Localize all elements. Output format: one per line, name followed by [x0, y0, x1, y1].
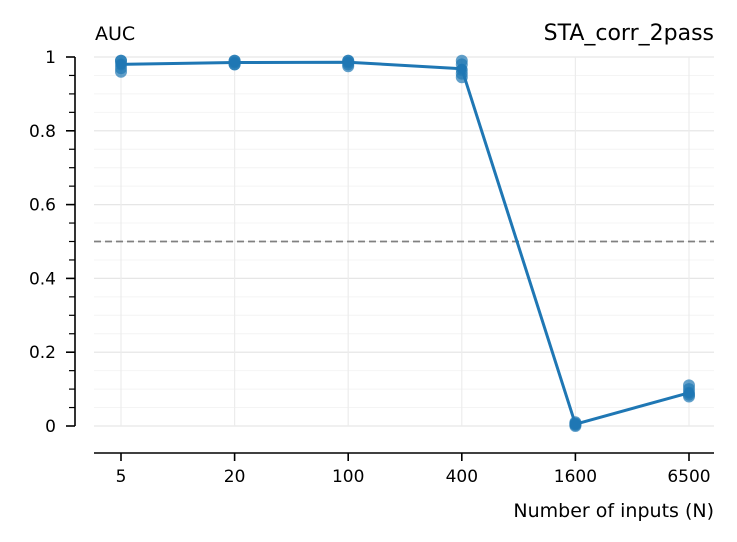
x-tick-label: 400: [446, 467, 478, 487]
y-tick-label: 0.8: [29, 122, 56, 142]
chart-title: STA_corr_2pass: [544, 21, 714, 46]
mean-marker: [570, 419, 581, 430]
grid: [94, 56, 714, 427]
series-line: [120, 60, 690, 426]
axes: [66, 56, 714, 461]
data-point: [683, 379, 695, 392]
y-tick-label: 0: [45, 417, 56, 437]
mean-marker: [343, 57, 354, 68]
mean-marker: [229, 57, 240, 68]
x-tick-label: 6500: [667, 467, 710, 487]
y-tick-label: 0.2: [29, 343, 56, 363]
x-tick-label: 100: [332, 467, 364, 487]
mean-marker: [456, 63, 467, 74]
y-tick-label: 0.6: [29, 196, 56, 216]
y-tick-label: 1: [45, 48, 56, 68]
data-point: [455, 54, 468, 67]
x-tick-label: 5: [116, 467, 127, 487]
x-tick-label: 1600: [554, 467, 597, 487]
y-axis-label: AUC: [95, 23, 135, 45]
mean-marker: [116, 59, 126, 70]
x-axis-label: Number of inputs (N): [513, 500, 714, 522]
mean-marker: [684, 387, 694, 398]
y-tick-label: 0.4: [29, 269, 56, 289]
x-tick-label: 20: [224, 467, 246, 487]
data-layer: [115, 54, 695, 432]
label-layer: 0 0.2 0.4 0.6 0.8 1 5 20 100 400 1600 6500: [29, 48, 711, 487]
